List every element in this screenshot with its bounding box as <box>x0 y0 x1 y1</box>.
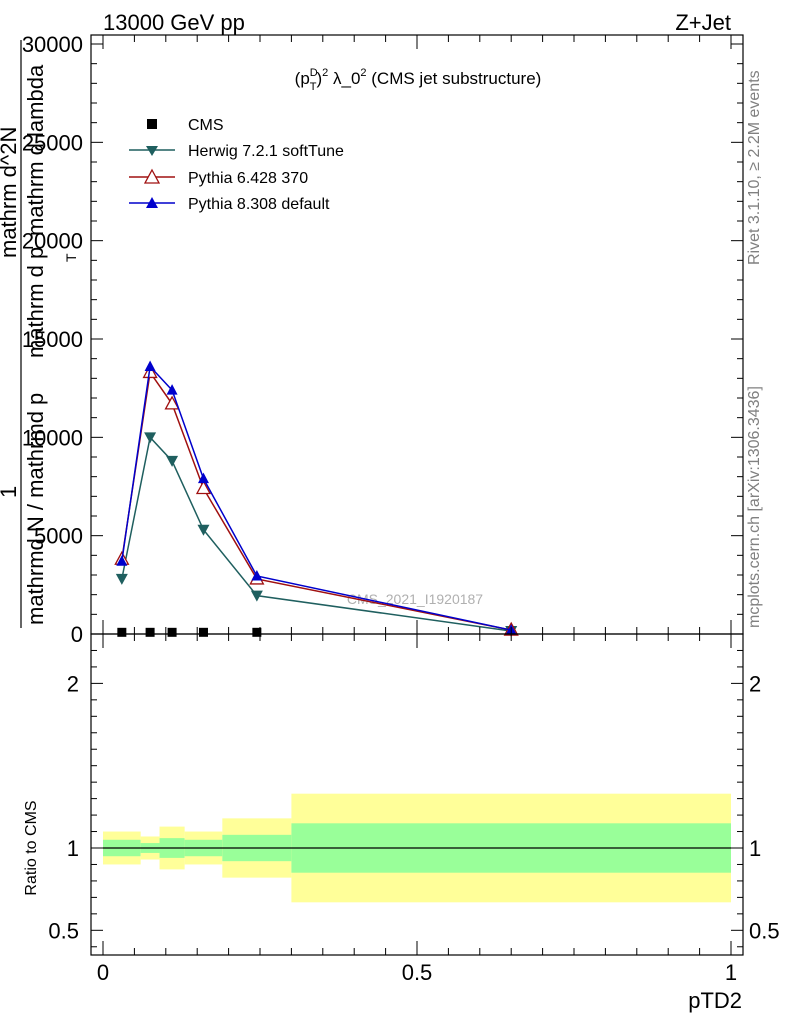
legend-pythia6-label: Pythia 6.428 370 <box>188 170 308 187</box>
data-point-pythia8 <box>144 360 156 372</box>
axes-layer: 0 5000 10000 15000 20000 25000 30000 0 0.5 1 0.5 0.… <box>22 32 780 985</box>
main-ytick-label: 10000 <box>22 425 83 450</box>
title-rest: (CMS jet substructure) <box>367 69 542 88</box>
series-cms <box>117 627 262 637</box>
title-sub-t: T <box>310 81 317 93</box>
main-ytick-label: 15000 <box>22 327 83 352</box>
ylabel-one: 1 <box>0 486 21 498</box>
data-point-herwig <box>197 524 210 536</box>
legend-pythia8-label: Pythia 8.308 default <box>188 196 330 213</box>
data-point-herwig <box>115 573 128 585</box>
data-point-herwig <box>250 590 263 602</box>
data-point-cms <box>198 627 208 637</box>
x-tick-label: 0 <box>97 960 109 985</box>
plot-title: (pD T)2 λ_02 (CMS jet substructure) <box>295 67 542 93</box>
legend-cms: CMS <box>147 117 224 134</box>
series-layer <box>114 360 519 638</box>
data-point-pythia6 <box>195 480 212 495</box>
legend-herwig-label: Herwig 7.2.1 softTune <box>188 143 344 160</box>
data-point-pythia8 <box>166 384 178 395</box>
ratio-ytick-label-right: 2 <box>749 671 761 696</box>
ratio-ytick-label: 0.5 <box>48 918 79 943</box>
data-point-cms <box>252 627 262 637</box>
series-pythia8 <box>116 360 517 635</box>
x-tick-label: 0.5 <box>402 960 433 985</box>
data-point-cms <box>145 627 155 637</box>
rivet-label: Rivet 3.1.10, ≥ 2.2M events <box>746 70 763 265</box>
data-point-herwig <box>166 455 179 467</box>
title-sup-2b: 2 <box>360 67 366 79</box>
main-ytick-label: 25000 <box>22 130 83 155</box>
header-left: 13000 GeV pp <box>103 10 245 35</box>
legend-pythia6: Pythia 6.428 370 <box>129 168 308 187</box>
ylabel-denominator: mathrmd N / mathrmd p <box>23 393 48 625</box>
legend-pythia8: Pythia 8.308 default <box>129 196 330 213</box>
data-point-pythia8 <box>116 555 128 566</box>
main-ylabel: 1 mathrmd N / mathrmd p mathrm d^2N math… <box>0 40 79 628</box>
legend-pythia6-marker <box>143 168 161 184</box>
title-close: ) <box>316 69 322 88</box>
data-point-cms <box>117 627 127 637</box>
ratio-ylabel: Ratio to CMS <box>23 800 40 895</box>
main-ytick-label: 0 <box>71 622 83 647</box>
legend-herwig-marker <box>146 146 158 156</box>
ylabel-sub-t: T <box>63 253 79 262</box>
legend-cms-marker <box>147 119 157 129</box>
ylabel-numerator-3: mathrm d lambda <box>23 64 48 236</box>
legend-herwig: Herwig 7.2.1 softTune <box>129 143 344 160</box>
legend-pythia8-marker <box>146 197 158 208</box>
x-tick-label: 1 <box>725 960 737 985</box>
title-open: (p <box>295 69 310 88</box>
ylabel-numerator-1: mathrm d^2N <box>0 127 21 258</box>
main-ytick-label: 30000 <box>22 32 83 57</box>
series-line-pythia8 <box>121 364 512 631</box>
header-right: Z+Jet <box>675 10 731 35</box>
title-sup-2a: 2 <box>322 67 328 79</box>
title-sup-d: D <box>310 67 318 79</box>
mcplots-label: mcplots.cern.ch [arXiv:1306.3436] <box>746 386 763 628</box>
title-lambda: λ_0 <box>328 69 360 88</box>
ratio-ytick-label: 2 <box>67 671 79 696</box>
legend: CMS Herwig 7.2.1 softTune Pythia 6.428 3… <box>129 117 344 213</box>
data-point-herwig <box>144 432 157 444</box>
ratio-ytick-label: 1 <box>67 836 79 861</box>
legend-cms-label: CMS <box>188 117 224 134</box>
ylabel-numerator-2: mathrm d p <box>23 247 48 358</box>
ratio-ytick-label-right: 0.5 <box>749 918 780 943</box>
x-axis-label: pTD2 <box>688 988 742 1013</box>
main-ytick-label: 20000 <box>22 229 83 254</box>
data-point-pythia6 <box>164 395 180 410</box>
main-ytick-label: 5000 <box>34 524 83 549</box>
ratio-ytick-label-right: 1 <box>749 836 761 861</box>
data-point-pythia8 <box>251 569 263 581</box>
data-point-cms <box>167 627 177 637</box>
data-point-pythia8 <box>197 472 209 484</box>
series-line-herwig <box>121 435 512 632</box>
